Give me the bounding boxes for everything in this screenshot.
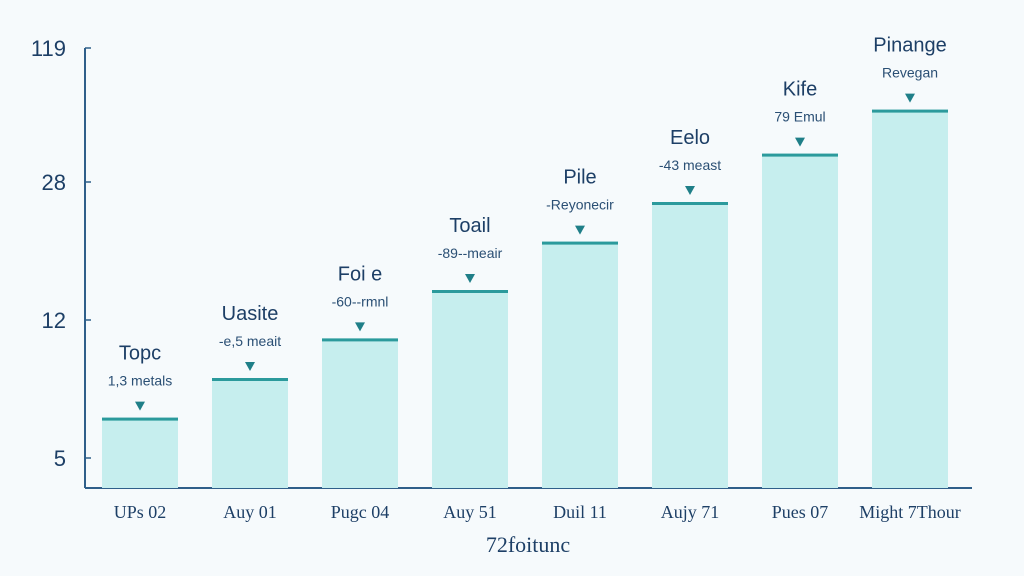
annotation-title: Eelo xyxy=(670,127,710,149)
y-tick-label: 5 xyxy=(54,446,66,471)
bar[interactable] xyxy=(652,202,728,488)
annotation-title: Foi e xyxy=(338,263,382,285)
annotation-title: Toail xyxy=(449,215,490,237)
marker-down-icon xyxy=(685,186,695,195)
marker-down-icon xyxy=(245,362,255,371)
y-tick-label: 12 xyxy=(42,308,66,333)
marker-down-icon xyxy=(905,93,915,103)
bar-top-edge xyxy=(212,378,288,381)
x-tick-label: Duil 11 xyxy=(553,502,607,522)
x-tick-label: Auy 01 xyxy=(223,502,277,522)
x-tick-label: Pugc 04 xyxy=(331,502,390,522)
x-tick-label: Auy 51 xyxy=(443,502,497,522)
annotation-title: Topc xyxy=(119,343,161,365)
annotation-subtitle: -60--rmnl xyxy=(332,293,389,309)
annotation-title: Kife xyxy=(783,79,817,101)
annotation-subtitle: 1,3 metals xyxy=(108,373,173,389)
x-axis-label: 72foitunc xyxy=(486,532,571,557)
annotation-title: Uasite xyxy=(222,303,279,325)
bar[interactable] xyxy=(542,241,618,488)
y-tick-label: 119 xyxy=(31,36,66,61)
annotation-title: Pinange xyxy=(873,35,946,57)
marker-down-icon xyxy=(795,137,805,147)
x-tick-label: Might 7Thour xyxy=(859,502,961,522)
x-tick-label: UPs 02 xyxy=(114,502,167,522)
marker-down-icon xyxy=(575,225,585,235)
annotation-subtitle: Revegan xyxy=(882,65,938,81)
bar[interactable] xyxy=(432,290,508,488)
bar[interactable] xyxy=(322,338,398,488)
x-tick-label: Pues 07 xyxy=(772,502,829,522)
bar-top-edge xyxy=(322,338,398,342)
x-tick-label: Aujy 71 xyxy=(661,502,720,522)
marker-down-icon xyxy=(465,274,475,283)
annotation-subtitle: -89--meair xyxy=(438,245,503,261)
bar-top-edge xyxy=(762,153,838,157)
annotation-subtitle: -Reyonecir xyxy=(546,197,614,213)
bar[interactable] xyxy=(762,153,838,488)
bar[interactable] xyxy=(872,109,948,488)
bar[interactable] xyxy=(102,417,178,488)
annotation-subtitle: -43 meast xyxy=(659,157,721,173)
bar[interactable] xyxy=(212,378,288,488)
annotation-subtitle: 79 Emul xyxy=(774,109,825,125)
bar-top-edge xyxy=(872,109,948,113)
bar-top-edge xyxy=(652,202,728,205)
marker-down-icon xyxy=(135,401,145,411)
bar-top-edge xyxy=(542,241,618,245)
y-tick-label: 28 xyxy=(42,170,66,195)
marker-down-icon xyxy=(355,322,365,332)
bar-top-edge xyxy=(102,417,178,421)
bar-top-edge xyxy=(432,290,508,293)
annotation-title: Pile xyxy=(563,167,596,189)
annotation-subtitle: -e,5 meait xyxy=(219,333,281,349)
